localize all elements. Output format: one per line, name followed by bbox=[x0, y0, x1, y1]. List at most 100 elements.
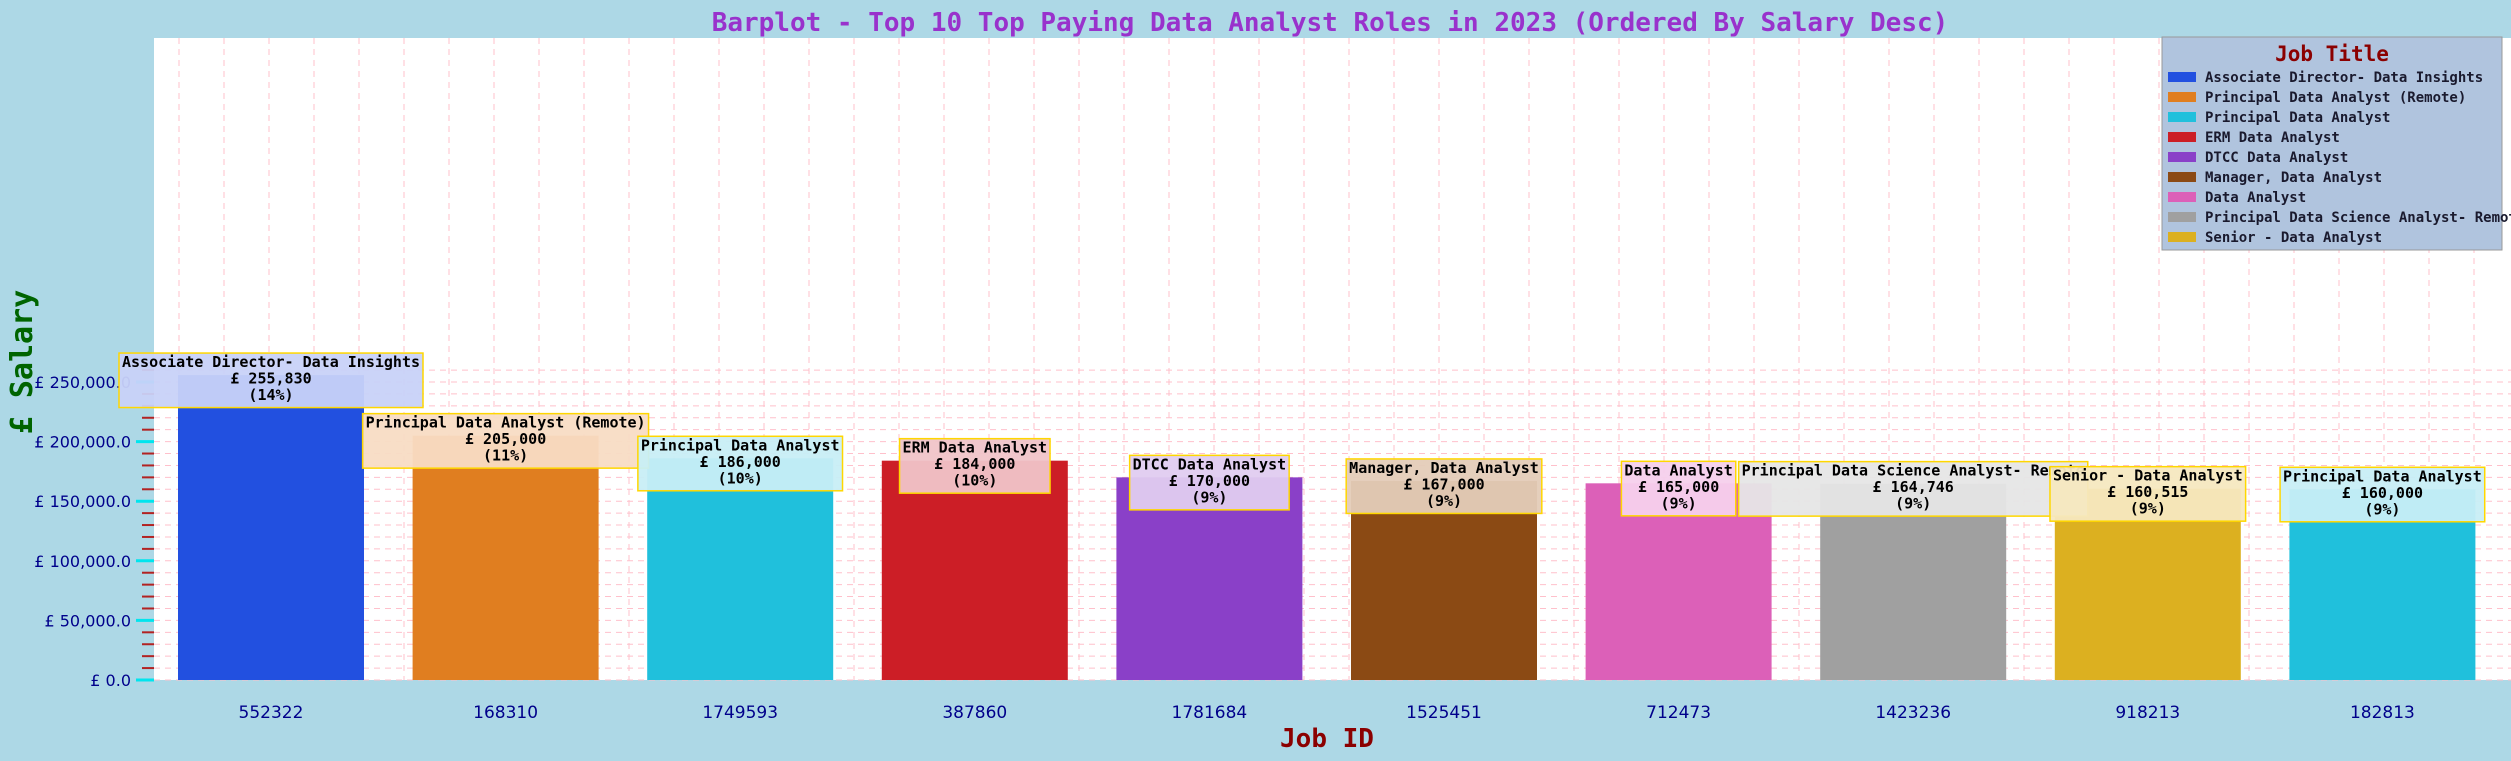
legend-label: Principal Data Science Analyst- Remote bbox=[2205, 210, 2511, 226]
x-axis-label: Job ID bbox=[1280, 724, 1374, 754]
data-label-box bbox=[118, 352, 424, 409]
legend-swatch bbox=[2168, 232, 2196, 242]
data-label: Principal Data Science Analyst- Remote£ … bbox=[1737, 460, 2089, 517]
legend-swatch bbox=[2168, 192, 2196, 202]
bar bbox=[647, 458, 834, 680]
x-tick-label: 1781684 bbox=[1172, 703, 1248, 723]
legend-swatch bbox=[2168, 152, 2196, 162]
data-label-value: £ 160,515 bbox=[2107, 483, 2188, 501]
data-label: Manager, Data Analyst£ 167,000(9%) bbox=[1345, 458, 1543, 515]
y-tick-label: £ 50,000.0 bbox=[44, 611, 131, 630]
x-tick-label: 1525451 bbox=[1406, 703, 1482, 723]
data-label-box bbox=[1345, 458, 1543, 515]
y-tick-label: £ 0.0 bbox=[90, 671, 131, 690]
data-label-box bbox=[2049, 465, 2247, 522]
data-label: Associate Director- Data Insights£ 255,8… bbox=[118, 352, 424, 409]
data-label-value: £ 164,746 bbox=[1873, 478, 1954, 496]
legend-swatch bbox=[2168, 132, 2196, 142]
x-tick-label: 918213 bbox=[2115, 703, 2180, 723]
y-axis: £ 0.0 £ 50,000.0 £ 100,000.0 £ 150,000.0 £ 2… bbox=[34, 369, 154, 690]
data-label-box bbox=[637, 435, 844, 492]
data-label-percent: (9%) bbox=[1426, 492, 1462, 510]
data-label: DTCC Data Analyst£ 170,000(9%) bbox=[1128, 454, 1290, 511]
legend-title: Job Title bbox=[2275, 42, 2389, 66]
data-label-title: Principal Data Science Analyst- Remote bbox=[1742, 462, 2085, 480]
data-label-value: £ 205,000 bbox=[465, 430, 546, 448]
legend-label: Data Analyst bbox=[2205, 190, 2306, 206]
data-label-percent: (10%) bbox=[718, 469, 763, 487]
x-tick-label: 1749593 bbox=[702, 703, 778, 723]
legend-label: DTCC Data Analyst bbox=[2205, 150, 2348, 166]
data-label-title: Principal Data Analyst bbox=[2283, 467, 2482, 485]
data-label: Senior - Data Analyst£ 160,515(9%) bbox=[2049, 465, 2247, 522]
data-labels: Associate Director- Data Insights£ 255,8… bbox=[118, 352, 2486, 523]
legend-swatch bbox=[2168, 72, 2196, 82]
data-label-title: Data Analyst bbox=[1624, 461, 1732, 479]
data-label-title: ERM Data Analyst bbox=[903, 439, 1048, 457]
legend-items: Associate Director- Data Insights Princip… bbox=[2168, 70, 2511, 246]
data-label-percent: (9%) bbox=[2130, 500, 2166, 518]
bar bbox=[881, 460, 1068, 680]
y-tick-label: £ 250,000.0 bbox=[34, 373, 131, 392]
data-label-value: £ 167,000 bbox=[1403, 475, 1484, 493]
chart-title: Barplot - Top 10 Top Paying Data Analyst… bbox=[712, 8, 1949, 38]
legend-swatch bbox=[2168, 172, 2196, 182]
legend-label: Manager, Data Analyst bbox=[2205, 170, 2382, 186]
data-label-title: Principal Data Analyst (Remote) bbox=[366, 414, 646, 432]
x-tick-label: 712473 bbox=[1646, 703, 1711, 723]
data-label-value: £ 170,000 bbox=[1169, 472, 1250, 490]
bar bbox=[412, 435, 599, 680]
data-label-value: £ 255,830 bbox=[230, 370, 311, 388]
x-tick-label: 387860 bbox=[942, 703, 1007, 723]
data-label: Data Analyst£ 165,000(9%) bbox=[1620, 460, 1737, 517]
data-label-percent: (9%) bbox=[1895, 495, 1931, 513]
data-label-title: Associate Director- Data Insights bbox=[122, 353, 420, 371]
x-tick-label: 552322 bbox=[239, 703, 304, 723]
data-label-title: DTCC Data Analyst bbox=[1133, 455, 1287, 473]
legend-swatch bbox=[2168, 212, 2196, 222]
data-label-percent: (11%) bbox=[483, 447, 528, 465]
legend-label: Associate Director- Data Insights bbox=[2205, 70, 2483, 86]
legend-label: Principal Data Analyst (Remote) bbox=[2205, 90, 2466, 106]
data-label-percent: (10%) bbox=[952, 472, 997, 490]
data-label: Principal Data Analyst£ 160,000(9%) bbox=[2279, 466, 2486, 523]
data-label-box bbox=[2279, 466, 2486, 523]
data-label-percent: (9%) bbox=[2364, 500, 2400, 518]
legend-swatch bbox=[2168, 112, 2196, 122]
data-label-value: £ 184,000 bbox=[934, 455, 1015, 473]
legend: Job Title Associate Director- Data Insig… bbox=[2161, 36, 2511, 251]
data-label-title: Principal Data Analyst bbox=[641, 436, 840, 454]
legend-label: ERM Data Analyst bbox=[2205, 130, 2340, 146]
data-label-percent: (14%) bbox=[248, 386, 293, 404]
data-label-title: Manager, Data Analyst bbox=[1349, 459, 1539, 477]
data-label-percent: (9%) bbox=[1661, 494, 1697, 512]
data-label-box bbox=[1128, 454, 1290, 511]
data-label-box bbox=[1620, 460, 1737, 517]
legend-swatch bbox=[2168, 92, 2196, 102]
y-axis-label: £ Salary bbox=[5, 290, 40, 435]
data-label: Principal Data Analyst£ 186,000(10%) bbox=[637, 435, 844, 492]
x-axis: 552322 168310 1749593 387860 1781684 1525451 7… bbox=[239, 703, 2415, 723]
data-label-box bbox=[1737, 460, 2089, 517]
data-label-box bbox=[361, 412, 650, 469]
y-tick-label: £ 150,000.0 bbox=[34, 492, 131, 511]
legend-label: Senior - Data Analyst bbox=[2205, 230, 2382, 246]
bar bbox=[178, 375, 364, 680]
data-label-box bbox=[898, 437, 1051, 494]
data-label-value: £ 186,000 bbox=[700, 453, 781, 471]
data-label-percent: (9%) bbox=[1191, 488, 1227, 506]
data-label-value: £ 165,000 bbox=[1638, 478, 1719, 496]
legend-frame bbox=[2161, 36, 2503, 251]
y-tick-label: £ 100,000.0 bbox=[34, 552, 131, 571]
data-label: ERM Data Analyst£ 184,000(10%) bbox=[898, 437, 1051, 494]
y-tick-label: £ 200,000.0 bbox=[34, 433, 131, 452]
data-label-title: Senior - Data Analyst bbox=[2053, 467, 2243, 485]
bar bbox=[1116, 477, 1303, 680]
data-label: Principal Data Analyst (Remote)£ 205,000… bbox=[361, 412, 650, 469]
x-tick-label: 1423236 bbox=[1875, 703, 1951, 723]
legend-label: Principal Data Analyst bbox=[2205, 110, 2390, 126]
x-tick-label: 182813 bbox=[2350, 703, 2415, 723]
x-tick-label: 168310 bbox=[473, 703, 538, 723]
data-label-value: £ 160,000 bbox=[2342, 484, 2423, 502]
